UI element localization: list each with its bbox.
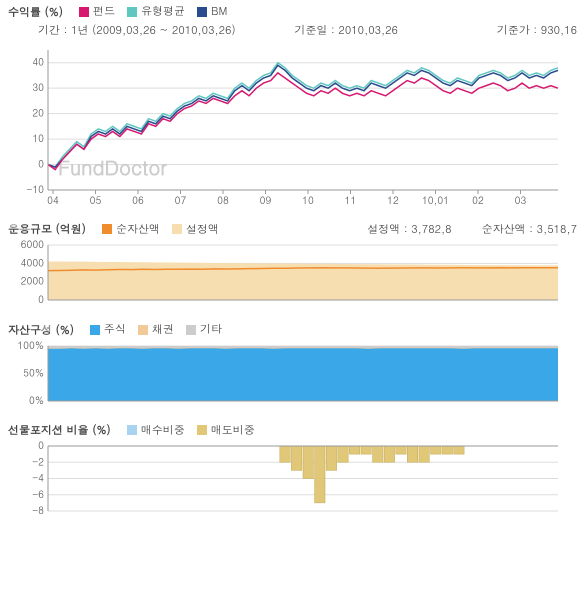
returns-chart: -10 0 10 20 30 40 04 05 06 07 08 09 10 11 12 10,01 02 03 F… [8,40,568,210]
svg-text:0%: 0% [29,393,44,407]
svg-text:-2: -2 [32,454,44,468]
svg-text:09: 09 [260,193,272,207]
legend-swatch [172,224,182,234]
svg-text:20: 20 [32,105,44,119]
svg-text:11: 11 [345,193,357,207]
legend-label: 매수비중 [141,423,185,438]
svg-text:6000: 6000 [21,240,44,251]
aum-legend: 순자산액 설정액 [102,222,231,239]
futures-title: 선물포지션 비율 (%) [8,423,111,438]
returns-date: 기준일 : 2010,03,26 [294,23,398,38]
legend-swatch [186,325,196,335]
svg-text:10,01: 10,01 [422,193,449,207]
svg-text:100%: 100% [17,341,44,352]
alloc-panel: 자산구성 (%) 주식 채권 기타 0% 50% 100% [0,318,585,419]
aum-nav-label: 순자산액 : 3,518,7 [482,222,577,237]
legend-label: BM [211,4,227,19]
legend-item: 채권 [138,322,174,337]
svg-text:12: 12 [387,193,399,207]
legend-label: 기타 [200,322,222,337]
legend-swatch [127,425,137,435]
legend-swatch [90,325,100,335]
svg-text:30: 30 [32,80,44,94]
alloc-title: 자산구성 (%) [8,323,74,338]
futures-title-row: 선물포지션 비율 (%) 매수비중 매도비중 [8,423,577,440]
legend-label: 채권 [152,322,174,337]
svg-text:10: 10 [302,193,314,207]
svg-text:-8: -8 [32,503,44,517]
returns-title-row: 수익률 (%) 펀드 유형평균 BM [8,4,577,21]
svg-text:07: 07 [175,193,187,207]
svg-text:-10: -10 [26,182,44,196]
aum-title-row: 운용규모 (억원) 순자산액 설정액 설정액 : 3,782,8 순자산액 : 3… [8,222,577,239]
aum-panel: 운용규모 (억원) 순자산액 설정액 설정액 : 3,782,8 순자산액 : 3… [0,218,585,319]
svg-text:4000: 4000 [21,255,44,269]
returns-price: 기준가 : 930,16 [497,23,577,38]
aum-set-label: 설정액 : 3,782,8 [367,222,451,237]
svg-text:0: 0 [38,292,44,306]
legend-item: 유형평균 [127,4,185,19]
legend-item: 매수비중 [127,423,185,438]
aum-title: 운용규모 (억원) [8,222,86,237]
svg-text:40: 40 [32,54,44,68]
futures-chart: -8 -6 -4 -2 0 [8,441,568,521]
legend-label: 순자산액 [116,222,160,237]
alloc-chart: 0% 50% 100% [8,341,568,411]
svg-text:50%: 50% [23,365,44,379]
returns-meta-row: 기간 : 1년 (2009,03,26 ~ 2010,03,26) 기준일 : … [8,23,577,38]
returns-title: 수익률 (%) [8,5,63,20]
svg-text:0: 0 [38,156,44,170]
legend-item: 매도비중 [197,423,255,438]
alloc-title-row: 자산구성 (%) 주식 채권 기타 [8,322,577,339]
legend-swatch [79,7,89,17]
futures-legend: 매수비중 매도비중 [127,423,267,440]
legend-swatch [197,7,207,17]
legend-label: 설정액 [186,222,219,237]
futures-panel: 선물포지션 비율 (%) 매수비중 매도비중 -8 -6 -4 -2 0 [0,419,585,530]
legend-label: 매도비중 [211,423,255,438]
svg-text:FundDoctor: FundDoctor [58,152,167,181]
returns-period: 기간 : 1년 (2009,03,26 ~ 2010,03,26) [38,23,236,38]
svg-text:2000: 2000 [21,274,44,288]
legend-item: 순자산액 [102,222,160,237]
legend-item: 펀드 [79,4,115,19]
svg-text:06: 06 [132,193,144,207]
svg-text:10: 10 [32,131,44,145]
legend-item: 설정액 [172,222,219,237]
returns-panel: 수익률 (%) 펀드 유형평균 BM 기간 : 1년 (2009,03,26 ~ 2… [0,0,585,218]
svg-text:02: 02 [472,193,484,207]
svg-text:-6: -6 [32,487,44,501]
legend-swatch [138,325,148,335]
legend-swatch [127,7,137,17]
svg-text:08: 08 [217,193,229,207]
svg-text:03: 03 [515,193,527,207]
legend-item: BM [197,4,227,19]
legend-swatch [197,425,207,435]
svg-text:04: 04 [47,193,59,207]
legend-label: 주식 [104,322,126,337]
legend-label: 펀드 [93,4,115,19]
aum-chart: 0 2000 4000 6000 [8,240,568,310]
alloc-legend: 주식 채권 기타 [90,322,234,339]
legend-swatch [102,224,112,234]
svg-text:-4: -4 [32,471,44,485]
legend-label: 유형평균 [141,4,185,19]
svg-text:05: 05 [90,193,102,207]
legend-item: 주식 [90,322,126,337]
svg-text:0: 0 [38,441,44,452]
legend-item: 기타 [186,322,222,337]
returns-legend: 펀드 유형평균 BM [79,4,239,21]
